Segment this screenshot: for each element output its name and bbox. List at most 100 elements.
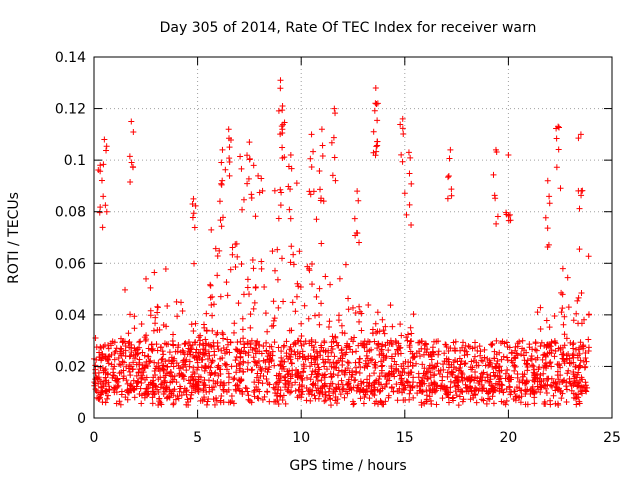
data-point (500, 389, 507, 396)
data-point (127, 311, 134, 318)
data-point (331, 353, 338, 360)
data-point (384, 376, 391, 383)
data-point (326, 392, 333, 399)
data-point (248, 191, 255, 198)
data-point (491, 355, 498, 362)
data-point (453, 365, 460, 372)
data-point (378, 369, 385, 376)
data-point (139, 349, 146, 356)
data-point (403, 211, 410, 218)
data-point (271, 267, 278, 274)
data-point (576, 205, 583, 212)
data-point (261, 393, 268, 400)
data-point (351, 377, 358, 384)
data-point (258, 367, 265, 374)
data-point (174, 313, 181, 320)
data-point (529, 346, 536, 353)
data-point (117, 401, 124, 408)
data-point (351, 334, 358, 341)
data-point (403, 378, 410, 385)
data-point (531, 388, 538, 395)
data-point (437, 385, 444, 392)
data-point (203, 327, 210, 334)
data-point (303, 374, 310, 381)
data-point (543, 390, 550, 397)
data-point (250, 162, 257, 169)
data-point (454, 358, 461, 365)
data-point (203, 310, 210, 317)
data-point (130, 359, 137, 366)
data-point (111, 339, 118, 346)
data-point (316, 321, 323, 328)
data-point (220, 335, 227, 342)
data-point (329, 172, 336, 179)
data-point (279, 396, 286, 403)
data-point (285, 163, 292, 170)
data-point (278, 348, 285, 355)
data-point (191, 339, 198, 346)
data-point (306, 363, 313, 370)
data-point (555, 345, 562, 352)
data-point (546, 349, 553, 356)
data-point (476, 385, 483, 392)
data-point (496, 378, 503, 385)
data-point (255, 172, 262, 179)
data-point (503, 397, 510, 404)
data-point (568, 382, 575, 389)
data-point (295, 386, 302, 393)
data-point (409, 383, 416, 390)
data-point (504, 367, 511, 374)
data-point (346, 385, 353, 392)
data-point (200, 385, 207, 392)
data-point (461, 352, 468, 359)
data-point (361, 343, 368, 350)
data-point (370, 379, 377, 386)
data-point (192, 383, 199, 390)
data-point (281, 374, 288, 381)
data-point (116, 370, 123, 377)
data-point (98, 357, 105, 364)
data-point (536, 375, 543, 382)
data-point (506, 388, 513, 395)
data-point (579, 343, 586, 350)
data-point (420, 370, 427, 377)
data-point (394, 346, 401, 353)
data-point (244, 180, 251, 187)
data-point (316, 366, 323, 373)
data-point (496, 367, 503, 374)
data-point (277, 77, 284, 84)
data-point (472, 374, 479, 381)
data-point (102, 388, 109, 395)
data-point (355, 382, 362, 389)
data-point (364, 348, 371, 355)
data-point (97, 364, 104, 371)
data-point (318, 300, 325, 307)
data-point (288, 347, 295, 354)
data-point (259, 396, 266, 403)
data-point (308, 163, 315, 170)
data-point (303, 397, 310, 404)
y-tick-labels: 0 0.02 0.04 0.06 0.08 0.1 0.12 0.14 (55, 50, 86, 427)
data-point (496, 349, 503, 356)
data-point (403, 334, 410, 341)
data-point (250, 354, 257, 361)
data-point (566, 375, 573, 382)
data-point (550, 392, 557, 399)
data-point (538, 339, 545, 346)
data-point (293, 366, 300, 373)
data-point (493, 220, 500, 227)
data-point (388, 371, 395, 378)
data-point (160, 385, 167, 392)
data-point (293, 180, 300, 187)
data-point (553, 135, 560, 142)
y-tick-label: 0 (77, 411, 86, 427)
data-point (543, 344, 550, 351)
data-point (135, 378, 142, 385)
data-point (583, 358, 590, 365)
data-point (527, 387, 534, 394)
data-point (415, 374, 422, 381)
data-point (356, 308, 363, 315)
data-point (319, 152, 326, 159)
